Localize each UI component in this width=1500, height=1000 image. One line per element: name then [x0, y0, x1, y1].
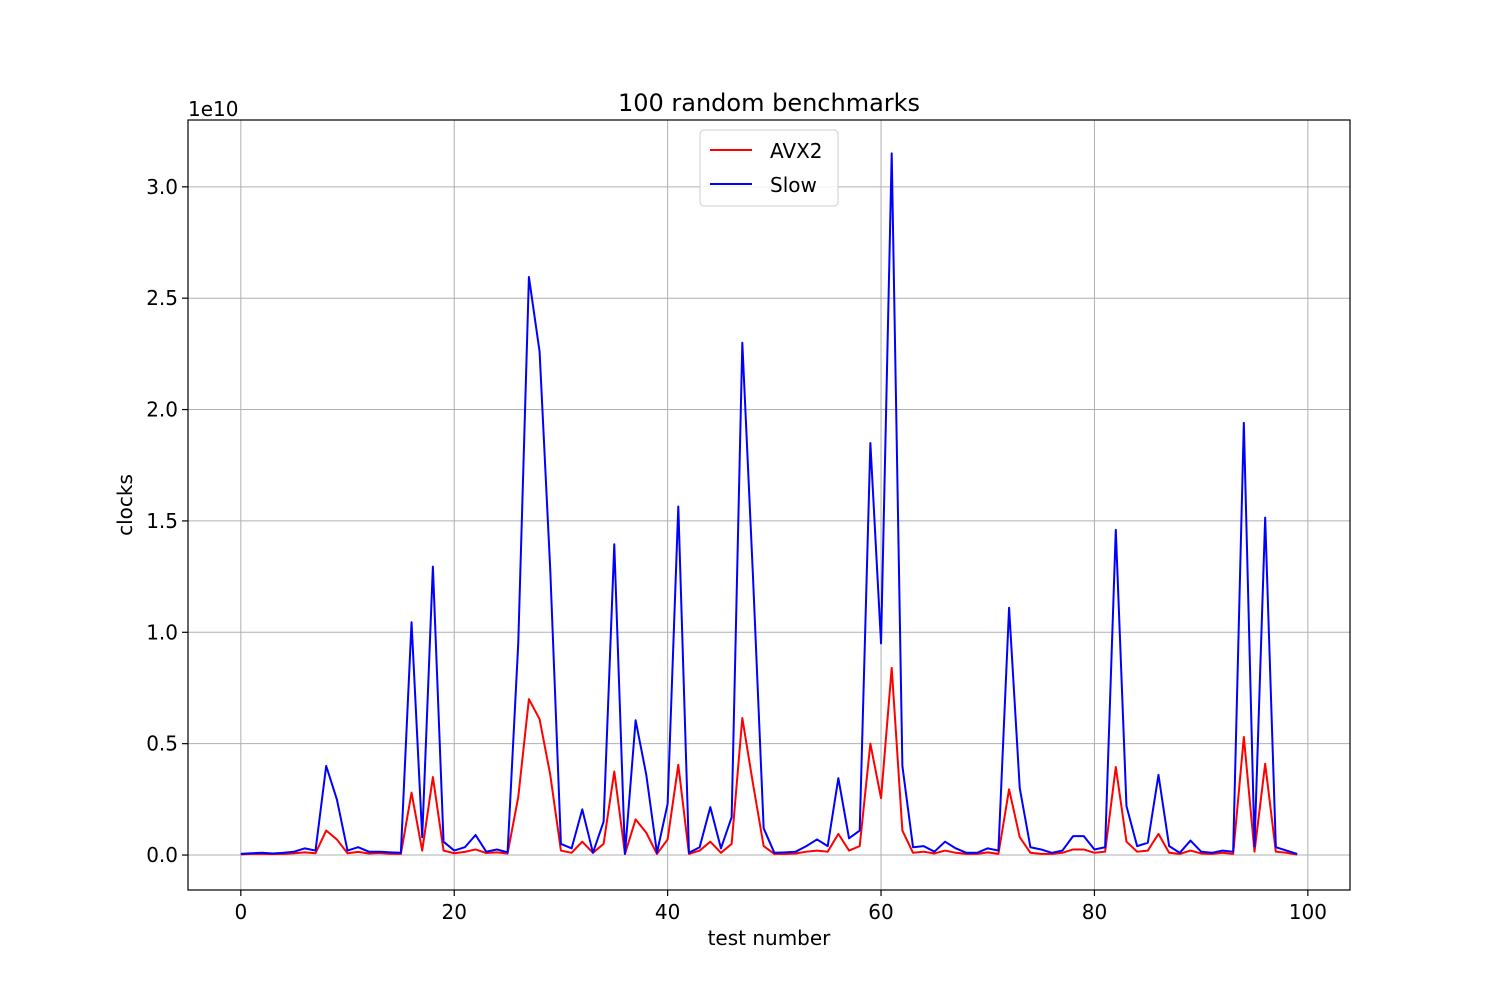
series-layer: [240, 152, 1298, 856]
x-tick-label: 60: [868, 900, 893, 924]
y-tick-label: 2.0: [146, 398, 178, 422]
legend-label-avx2: AVX2: [770, 139, 823, 163]
x-axis-label: test number: [708, 926, 832, 950]
chart-title: 100 random benchmarks: [618, 89, 920, 117]
tick-layer: 0 20 40 60 80 100 0.0 0.5 1.0 1.5 2.0 2.5 3.0: [146, 175, 1327, 924]
y-tick-label: 1.0: [146, 620, 178, 644]
y-tick-label: 1.5: [146, 509, 178, 533]
x-tick-label: 80: [1082, 900, 1107, 924]
x-tick-label: 100: [1289, 900, 1327, 924]
grid-layer: [188, 120, 1350, 890]
legend-label-slow: Slow: [770, 173, 817, 197]
y-tick-label: 0.0: [146, 843, 178, 867]
y-tick-label: 3.0: [146, 175, 178, 199]
series-line-avx2: [240, 666, 1298, 856]
plot-area: [188, 120, 1350, 890]
x-tick-label: 0: [234, 900, 247, 924]
x-tick-label: 20: [441, 900, 466, 924]
y-tick-label: 2.5: [146, 286, 178, 310]
legend: AVX2 Slow: [699, 129, 839, 207]
plot-frame: [187, 119, 1351, 891]
y-offset-label: 1e10: [188, 97, 238, 121]
y-axis-label: clocks: [113, 474, 137, 536]
series-line-slow: [240, 152, 1298, 855]
y-tick-label: 0.5: [146, 732, 178, 756]
x-tick-label: 40: [655, 900, 680, 924]
